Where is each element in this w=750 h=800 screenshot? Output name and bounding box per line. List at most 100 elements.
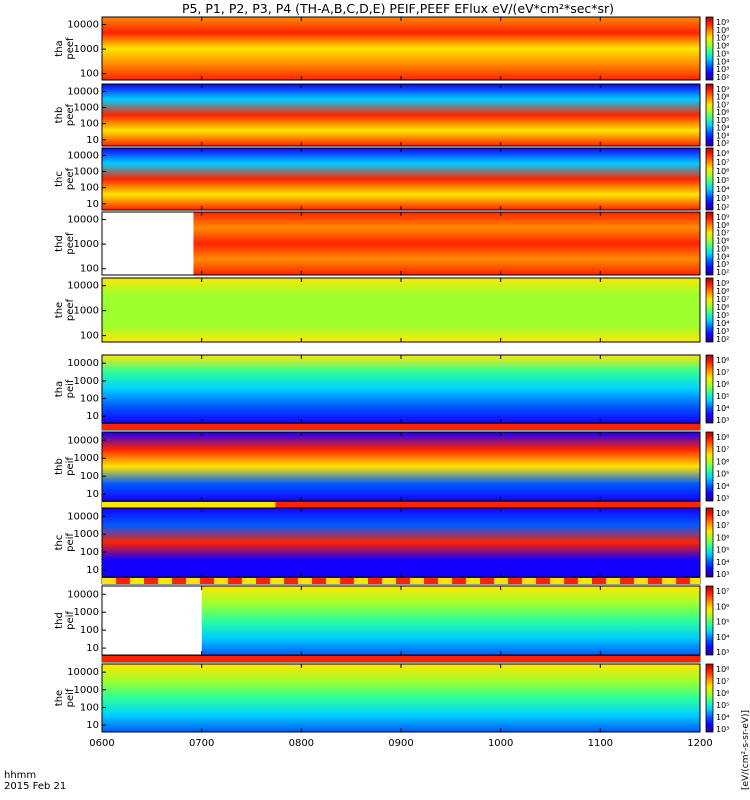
y-tick-label: 10000 [67,150,99,161]
colorbar-tick-label: 10⁵ [716,244,729,253]
panel-tha-peef: 10000 1000 100 tha peef 10⁹10⁸10⁷10⁶10⁵10⁴10³… [54,16,729,82]
y-tick-label: 1000 [74,167,99,178]
colorbar-tick-label: 10³ [716,327,729,336]
y-tick-label: 1000 [74,685,99,696]
y-tick-label: 10000 [67,215,99,226]
colorbar-tha-peef [705,16,714,81]
colorbar-tick-label: 10⁸ [716,93,729,102]
colorbar-tick-label: 10⁹ [716,279,729,288]
y-tick-label: 1000 [74,607,99,618]
colorbar-tick-label: 10⁶ [716,303,729,312]
x-tick-label: 0800 [289,738,314,749]
panel-product-label: peef [65,167,76,190]
panel-probe-label: thd [54,235,65,252]
data-gap-thd-peef [102,212,194,275]
y-tick-label: 1000 [74,44,99,55]
colorbar-tick-label: 10⁶ [716,237,729,246]
colorbar-tick-label: 10⁵ [716,49,729,58]
y-tick-label: 1000 [74,239,99,250]
colorbar-tick-label: 10² [716,139,729,148]
panel-product-label: peif [65,379,76,398]
colorbar-tick-label: 10⁵ [716,116,729,125]
spectrogram-thd-peif [201,586,700,655]
data-gap-thd-peif [102,586,202,655]
y-tick-label: 10 [86,411,99,422]
date-label: 2015 Feb 21 [4,781,66,792]
colorbar-tick-label: 10⁴ [716,319,729,328]
time-axis: 0600 0700 0800 0900 1000 1100 1200 [89,738,712,749]
y-tick-label: 1000 [74,103,99,114]
y-tick-label: 100 [80,264,99,275]
colorbar-tick-label: 10⁸ [716,665,729,674]
y-tick-label: 1000 [74,453,99,464]
colorbar-tick-label: 10⁷ [716,587,729,596]
colorbar-thd-peif [705,585,714,656]
colorbar-tick-label: 10⁹ [716,213,729,222]
flag-band-yellow [102,502,276,508]
colorbar-tick-label: 10⁷ [716,229,729,238]
colorbar-tick-label: 10³ [716,494,729,503]
panel-product-label: peif [65,611,76,630]
colorbar-thb-peif [705,431,714,502]
spectrogram-thb-peif [102,432,700,501]
panel-thd-peef: 10000 1000 100 thd peef 10⁹10⁸10⁷10⁶10⁵10⁴10³… [54,211,729,277]
panel-product-label: peif [65,688,76,707]
colorbar-thc-peef [705,147,714,211]
colorbar-tick-label: 10⁸ [716,221,729,230]
y-tick-label: 100 [80,183,99,194]
colorbar-tick-label: 10⁴ [716,558,729,567]
colorbar-tick-label: 10⁷ [716,521,729,530]
colorbar-tick-label: 10⁵ [716,701,729,710]
colorbar-tick-label: 10³ [716,570,729,579]
figure-title: P5, P1, P2, P3, P4 (TH-A,B,C,D,E) PEIF,P… [182,1,614,16]
y-tick-label: 10000 [67,281,99,292]
colorbar-tick-label: 10⁸ [716,287,729,296]
y-tick-label: 100 [80,394,99,405]
panel-product-label: peef [65,298,76,321]
colorbar-tha-peif [705,354,714,424]
y-tick-label: 10000 [67,435,99,446]
y-tick-label: 10 [86,643,99,654]
colorbar-tick-label: 10⁸ [716,26,729,35]
colorbar-tick-label: 10⁴ [716,633,729,642]
x-tick-label: 1100 [588,738,613,749]
spectrogram-tha-peif [102,355,700,423]
panel-probe-label: thc [54,535,65,551]
panel-probe-label: the [54,302,65,318]
colorbar-tick-label: 10⁵ [716,618,729,627]
panel-thb-peif: 10000 1000 100 10 thb peif 10⁸ 10⁷ 10⁶ 10⁵ 10⁴ 10³ [54,431,729,509]
colorbar-the-peef [705,277,714,343]
panel-probe-label: thb [54,107,65,124]
panel-product-label: peef [65,103,76,126]
colorbar-tick-label: 10⁷ [716,295,729,304]
panel-product-label: peif [65,533,76,552]
panel-probe-label: thc [54,171,65,187]
colorbar-tick-label: 10⁸ [716,356,729,365]
y-tick-label: 1000 [74,376,99,387]
x-tick-label: 0600 [89,738,114,749]
colorbar-tick-label: 10⁶ [716,42,729,51]
spectrogram-the-peif [102,664,700,732]
panel-probe-label: tha [54,40,65,56]
colorbar-tick-label: 10³ [716,416,729,425]
colorbar-tick-label: 10⁴ [716,57,729,66]
colorbar-thb-peef [705,83,714,147]
colorbar-the-peif [705,663,714,733]
colorbar-thd-peef [705,211,714,276]
y-tick-label: 100 [80,119,99,130]
colorbar-tick-label: 10⁸ [716,509,729,518]
y-tick-label: 1000 [74,306,99,317]
colorbar-tick-label: 10² [716,335,729,344]
y-tick-label: 100 [80,703,99,714]
colorbar-tick-label: 10⁸ [716,149,729,158]
colorbar-tick-label: 10⁷ [716,158,729,167]
colorbar-tick-label: 10⁶ [716,689,729,698]
colorbar-tick-label: 10⁶ [716,602,729,611]
panel-probe-label: tha [54,381,65,397]
y-tick-label: 10000 [67,511,99,522]
panel-product-label: peef [65,37,76,60]
colorbar-tick-label: 10⁷ [716,445,729,454]
